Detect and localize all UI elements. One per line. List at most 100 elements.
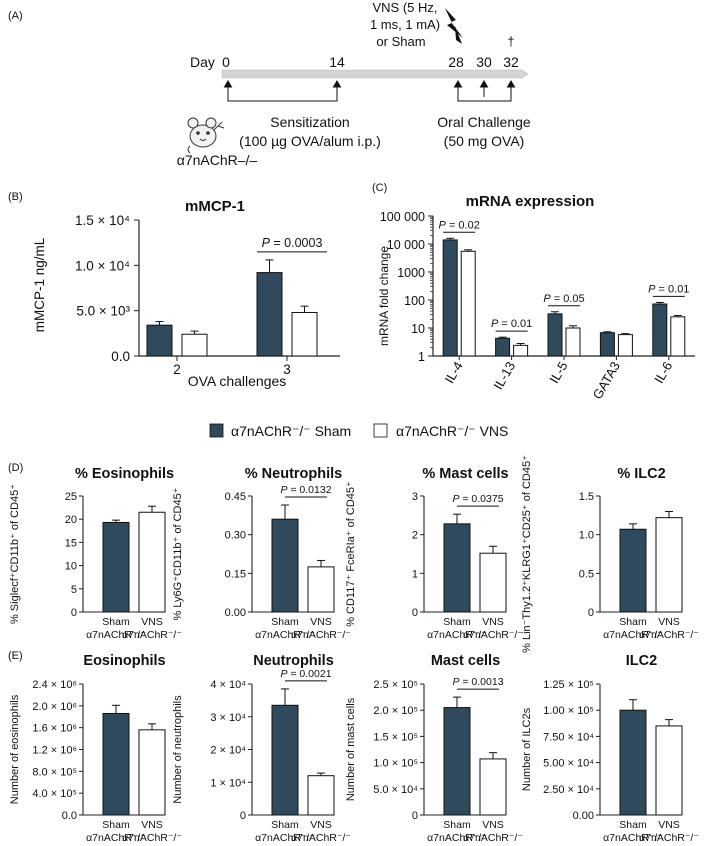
day-30: 30 [476,54,492,70]
chart-e2-title: Neutrophils [253,653,334,669]
chart-e3-xtick-sublabel: α7nAChR⁻/⁻ [463,832,523,844]
chart-e2-bar-sham [271,704,299,816]
chart-d4-bar-vns [655,517,683,613]
chart-e1-bar-sham [102,712,130,816]
chart-d1-ytick-label: 5 [71,584,77,596]
chart-e3-ytick-label: 5.0 × 10⁴ [373,784,418,796]
chart-d4-xtick-label: VNS [658,616,680,628]
chart-d2-title: % Neutrophils [245,466,342,482]
lightning-bolt-icon [445,8,463,38]
chart-c-ytick-label: 10 000 [387,238,425,252]
chart-c-ytick-label: 100 000 [380,210,425,224]
chart-c-bar-vns-IL-4 [460,250,476,357]
chart-d1-xtick-sublabel: α7nAChR⁻/⁻ [86,629,146,641]
panel-c: (C) mRNA expression mRNA fold change 1 10… [372,182,695,402]
chart-c-title: mRNA expression [466,193,595,210]
legend-label-vns: α7nAChR⁻/⁻ VNS [396,423,508,439]
chart-d2-ylabel: % Ly6G⁺CD11b⁺ of CD45⁺ [172,487,184,620]
chart-d1-ytick-label: 15 [65,537,77,549]
chart-b-pvalue: P = 0.0003 [262,236,323,250]
chart-e2-ylabel: Number of neutrophils [172,695,184,804]
chart-d3-xtick-label: VNS [482,616,504,628]
chart-c-ytick-label: 10 [411,322,425,336]
chart-b-title: mMCP-1 [185,198,245,215]
dagger-mark: † [507,34,514,49]
chart-d2-ytick-label: 0.45 [225,491,246,503]
chart-b-bar-vns-2 [181,333,208,357]
chart-e4-title: ILC2 [626,653,657,669]
chart-d2-ytick-label: 0.15 [225,568,246,580]
chart-d1-ytick-label: 10 [65,561,77,573]
chart-d2-bar-vns [307,566,335,613]
chart-c-ytick-label: 1000 [397,266,425,280]
chart-d3-xtick-sublabel: α7nAChR⁻/⁻ [427,629,487,641]
chart-d4-xtick-label: Sham [619,616,647,628]
chart-b-ytick-label: 1.5 × 10⁴ [75,213,130,228]
chart-d4-ytick-label: 1.0 [579,530,594,542]
chart-e2-xtick-label: Sham [271,819,299,831]
day-32: 32 [503,54,519,70]
chart-b-ytick-label: 5.0 × 10³ [76,304,130,319]
chart-e4-xtick-label: Sham [619,819,647,831]
chart-e4-xtick-sublabel: α7nAChR⁻/⁻ [603,832,663,844]
chart-d4-xtick-sublabel: α7nAChR⁻/⁻ [603,629,663,641]
chart-d4-ytick-label: 1.5 [579,491,594,503]
chart-e3-bar-vns [479,758,507,816]
chart-c-bar-sham-IL-6 [652,303,668,357]
chart-b-plot: 0.0 5.0 × 10³ 1.0 × 10⁴ 1.5 × 10⁴ 2 3 P = 0.00… [75,213,340,377]
chart-e1-ytick-label: 2.4 × 10⁶ [32,679,77,691]
chart-e4: ILC2 Number of ILC2s 0.00 2.50 × 10⁴ 5.00 × … [521,653,699,844]
chart-e4-ytick-label: 1.25 × 10⁵ [543,679,594,691]
chart-d4-title: % ILC2 [617,466,665,482]
panel-a-label: (A) [8,10,23,22]
timeline-bar [221,69,529,79]
chart-b-bar-sham-2 [146,324,173,357]
chart-e1: Eosinophils Number of eosinophils 0.0 4.0 ×… [9,653,182,844]
chart-d4-bar-sham [619,528,647,613]
chart-c-plot: 1 10 100 1000 10 000 100 000 IL-4 IL-13 IL-5 GATA… [380,210,695,402]
chart-e4-ytick-label: 2.50 × 10⁴ [543,784,594,796]
chart-b-xtick-label: 3 [283,362,291,377]
legend: α7nAChR⁻/⁻ Sham α7nAChR⁻/⁻ VNS [209,423,508,439]
chart-c-bar-sham-IL-13 [495,337,511,357]
chart-d3-pvalue: P = 0.0375 [452,493,503,505]
chart-d4: % ILC2 % Lin⁻Thy1.2⁺KLRG1⁺CD25⁺ of CD45⁺ 0… [521,455,699,653]
chart-e3-ytick-label: 0 [412,810,418,822]
chart-d1: % Eosinophils % Siglecf⁺CD11b⁺ of CD45⁺ 0 5… [9,466,182,641]
chart-d2-ytick-label: 0.30 [225,530,246,542]
chart-e1-ytick-label: 0.0 [62,810,77,822]
chart-e2-ytick-label: 2 × 10⁴ [210,745,246,757]
chart-d2: % Neutrophils % Ly6G⁺CD11b⁺ of CD45⁺ 0.00 0… [172,466,351,641]
chart-e3-xtick-label: VNS [482,819,504,831]
chart-c-ytick-label: 1 [418,350,425,364]
chart-d4-ytick-label: 0.5 [579,568,594,580]
chart-d3-xtick-sublabel: α7nAChR⁻/⁻ [463,629,523,641]
chart-b-ylabel: mMCP-1 ng/mL [32,237,47,332]
chart-d3-ylabel: % CD117⁺ FceRIa⁺ of CD45⁺ [345,481,357,627]
vns-line-2: 1 ms, 1 mA) [370,17,440,32]
legend-swatch-sham [209,423,224,438]
chart-c-xtick-label: IL-13 [490,359,518,392]
chart-d4-ylabel: % Lin⁻Thy1.2⁺KLRG1⁺CD25⁺ of CD45⁺ [521,455,533,653]
chart-d4-xtick-sublabel: α7nAChR⁻/⁻ [639,629,699,641]
chart-c-ytick-label: 100 [404,294,425,308]
chart-d1-ytick-label: 25 [65,491,77,503]
chart-e1-xtick-label: Sham [102,819,130,831]
chart-c-pvalue: P = 0.01 [491,318,532,330]
chart-e3-bar-sham [443,707,471,816]
chart-e3-ytick-label: 1.5 × 10⁵ [373,731,418,743]
chart-d2-xtick-label: VNS [310,616,332,628]
chart-e2-ytick-label: 4 × 10⁴ [210,679,246,691]
chart-d1-xtick-label: VNS [141,616,163,628]
chart-c-bar-vns-GATA3 [617,334,633,357]
chart-b-ytick-label: 0.0 [111,349,130,364]
chart-d2-ytick-label: 0.00 [225,607,246,619]
day-28: 28 [448,54,464,70]
chart-c-pvalue: P = 0.02 [439,219,480,231]
panel-a: (A) VNS (5 Hz, 1 ms, 1 mA) or Sham † Day… [8,0,531,168]
chart-d3-ytick-label: 3 [412,491,418,503]
chart-d1-xtick-sublabel: α7nAChR⁻/⁻ [122,629,182,641]
lightning-arrow-icon [455,26,462,44]
challenge-label: Oral Challenge [437,114,531,130]
